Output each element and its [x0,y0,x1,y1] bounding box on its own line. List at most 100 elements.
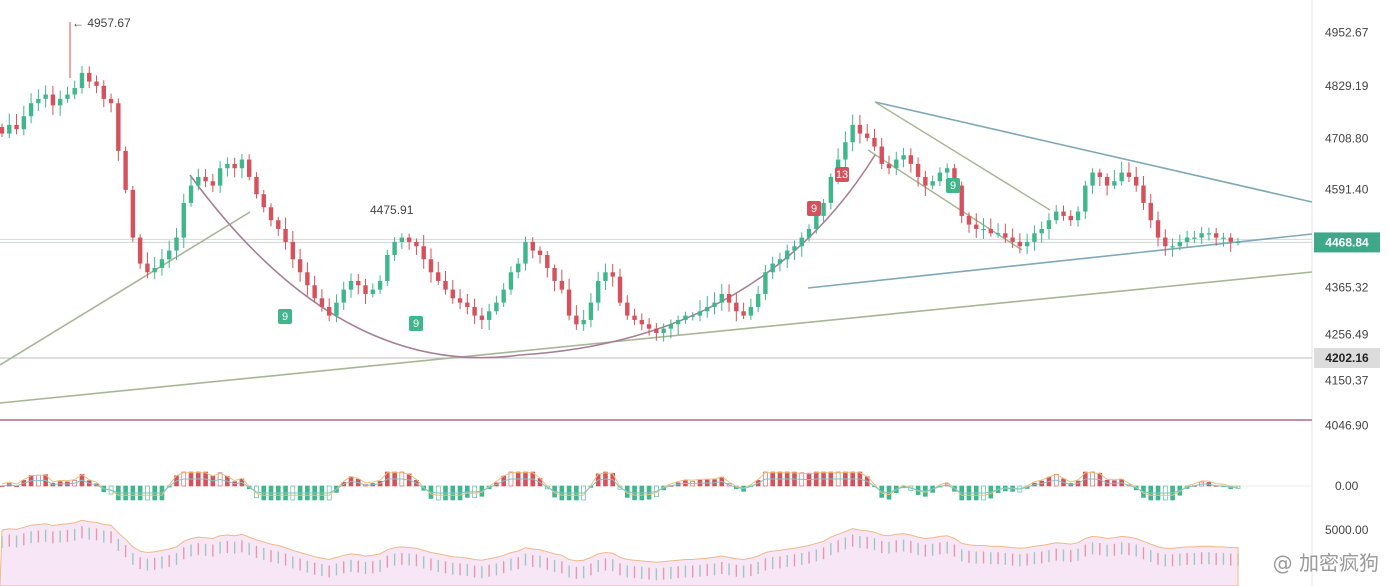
candle-body [748,306,754,316]
candle-body [108,98,114,104]
candle-body [377,280,383,290]
candle-body [159,259,165,268]
candle-body [312,285,317,299]
y-tick-label: 4365.32 [1325,280,1369,294]
y-tick-label: 4591.40 [1325,182,1369,196]
td-count-label: 9 [413,318,419,330]
candle-body [654,328,659,333]
macd-bar [726,483,732,487]
candle-body [1141,185,1146,203]
candle-body [21,116,27,130]
candle-body [1155,220,1161,238]
candle-body [421,246,426,260]
candle-body [356,280,361,286]
candle-body [14,124,19,130]
macd-line [1,472,1239,496]
candle-body [1177,241,1183,247]
candle-body [668,324,674,329]
candle-body [399,237,405,242]
candle-body [79,72,85,89]
y-tick-label: 4952.67 [1325,26,1369,40]
candle-body [43,94,48,99]
candle-body [203,176,208,182]
candle-body [428,259,434,273]
candle-body [806,228,812,238]
watermark: @ 加密疯狗 [1272,551,1379,575]
candle-body [1199,233,1204,238]
candle-body [101,85,106,99]
candle-body [639,319,645,325]
marked-level-tag: 4202.16 [1325,351,1369,365]
current-price-tag-bg [1314,232,1380,253]
candle-body [981,228,986,231]
candle-body [1054,211,1059,221]
candle-body [530,241,535,251]
candle-body [65,94,70,99]
y-tick-label: 4150.37 [1325,373,1369,387]
candle-body [1228,237,1233,242]
candle-body [1017,241,1023,247]
macd-panel: 0.00 [0,471,1359,501]
price-axis: 4952.67 4829.19 4708.80 4591.40 4365.32 4256.… [1314,26,1380,432]
candle-body [443,280,448,290]
candle-body [974,224,979,229]
macd-bar [0,485,5,488]
candle-body [763,272,768,294]
candle-body [392,241,397,255]
td-count-badge [946,178,960,193]
td-count-badge [807,201,821,216]
candle-body [646,324,652,329]
candle-body [457,298,463,303]
candle-body [617,276,623,303]
candle-body [930,181,935,186]
td-count-label: 9 [282,311,288,323]
candle-body [632,315,637,320]
y-tick-label: 4829.19 [1325,79,1369,93]
candle-body [268,207,274,221]
candle-body [232,163,237,169]
candle-body [915,163,921,177]
candle-body [1032,233,1037,242]
candle-body [94,81,99,86]
candle-body [123,150,128,190]
candle-body [385,254,390,281]
candle-body [777,259,783,264]
candle-body [217,168,223,186]
candle-body [937,172,943,182]
candle-body [1134,176,1139,186]
triangle-upper-line [874,101,1313,203]
candle-body [145,263,150,273]
candle-body [1221,237,1226,239]
candle-body [1192,237,1197,239]
candle-body [1075,211,1081,221]
td-count-label: 13 [836,169,848,181]
candle-body [872,137,877,147]
candle-body [734,302,739,312]
td-count-label: 9 [950,180,956,192]
td-count-badge [278,309,292,324]
candle-body [7,124,12,134]
candlestick-series [0,65,1241,342]
candle-body [799,237,804,247]
candle-body [1148,202,1153,221]
candle-body [1083,185,1088,212]
candle-body [283,228,288,242]
trend-line-lower-left [0,211,251,366]
candle-body [537,250,543,255]
td-count-badge [835,167,849,182]
td-count-badge [409,316,423,331]
candle-body [923,176,928,186]
candle-body [566,289,572,316]
y-tick-label: 4708.80 [1325,131,1369,145]
candle-body [334,302,339,316]
candle-body [486,311,492,320]
candle-body [995,233,1001,235]
candle-body [188,185,194,203]
candle-body [174,237,179,251]
candle-body [843,142,848,160]
candle-body [988,228,993,234]
candle-body [239,159,245,169]
candle-body [436,272,441,281]
candle-body [501,289,506,303]
